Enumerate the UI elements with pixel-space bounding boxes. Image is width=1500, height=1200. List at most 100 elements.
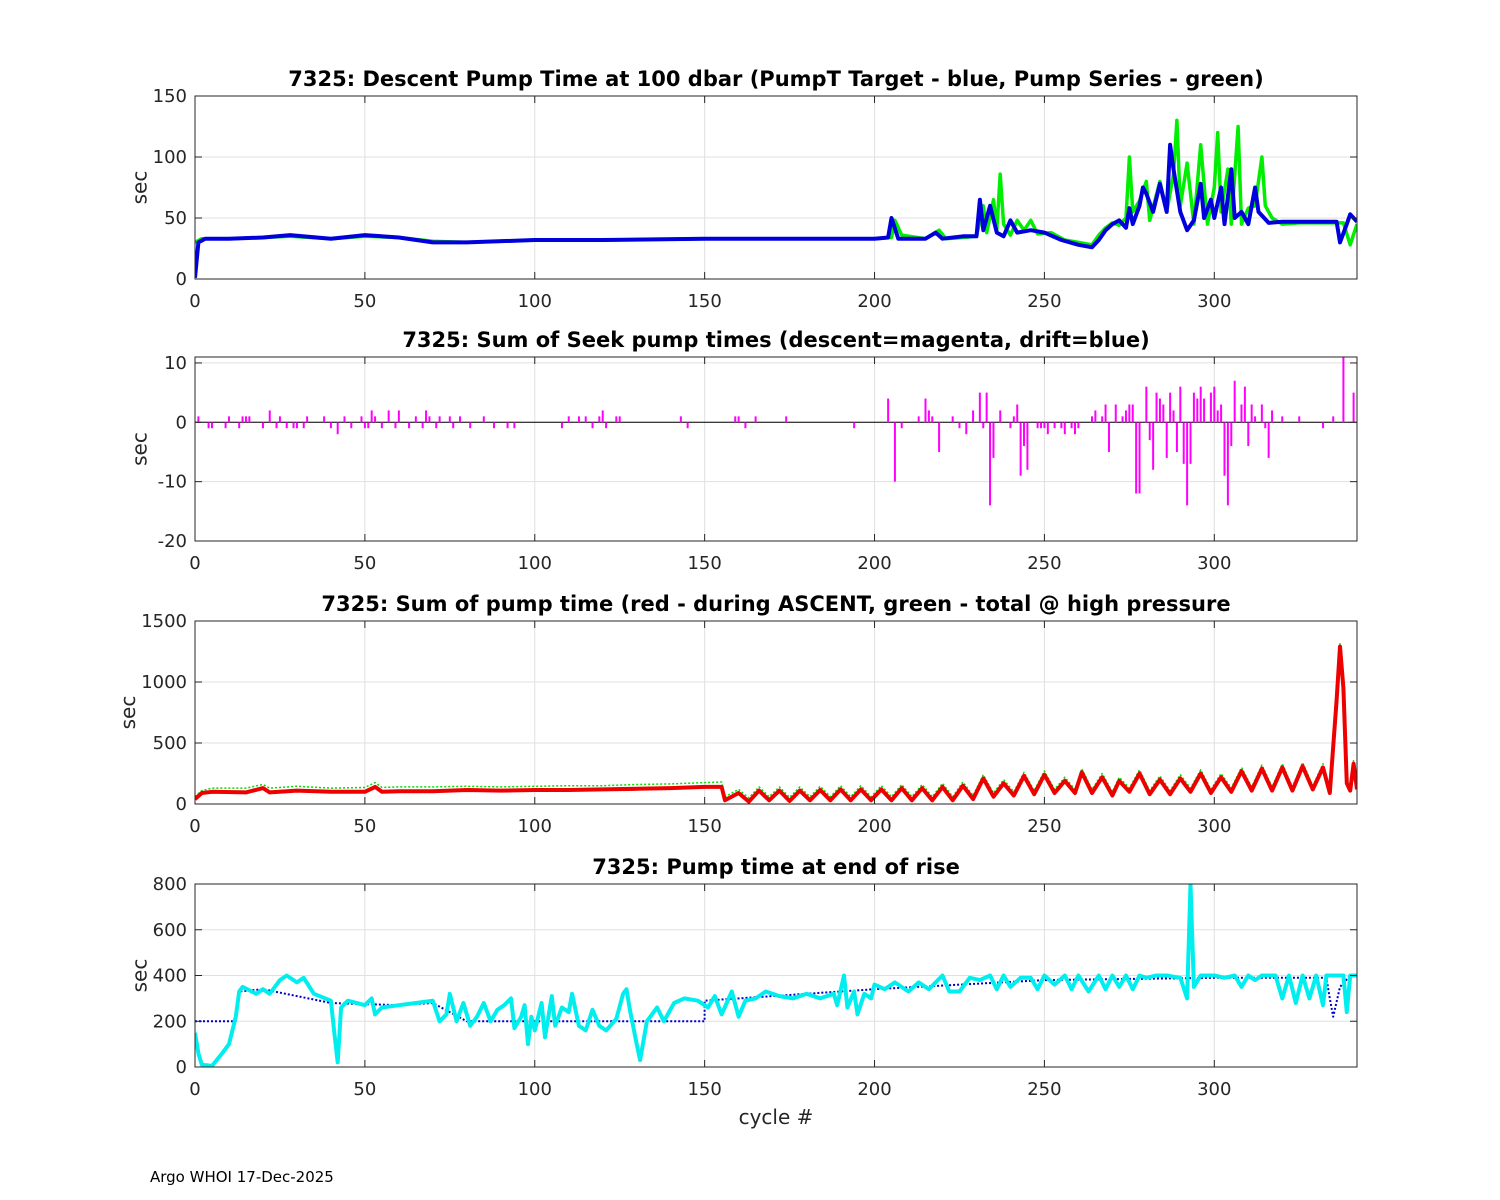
series-line-2: [195, 884, 1357, 1067]
y-axis-label: sec: [128, 432, 152, 466]
y-tick-label: 50: [164, 208, 187, 229]
seek-bar: [244, 416, 247, 423]
seek-bar: [893, 422, 896, 482]
seek-bar: [1332, 416, 1335, 423]
seek-bar: [292, 422, 295, 429]
seek-bar: [323, 416, 326, 423]
seek-bar: [1128, 404, 1131, 423]
chart-title: 7325: Sum of Seek pump times (descent=ma…: [402, 328, 1149, 352]
seek-bar: [1124, 410, 1127, 423]
seek-bar: [605, 422, 608, 429]
seek-bar: [924, 398, 927, 423]
seek-bar: [207, 422, 210, 429]
x-tick-label: 150: [687, 1079, 721, 1100]
x-tick-label: 0: [189, 553, 200, 574]
seek-bar: [985, 392, 988, 423]
seek-bar: [1186, 422, 1189, 506]
x-tick-label: 300: [1197, 553, 1231, 574]
seek-bar: [438, 416, 441, 423]
x-tick-label: 200: [857, 1079, 891, 1100]
chart-title: 7325: Sum of pump time (red - during ASC…: [321, 592, 1230, 616]
y-tick-label: -10: [158, 472, 187, 493]
seek-bar: [1162, 404, 1165, 423]
chart-panel-2: 0 50 100 150 200 250 300 -20 -10 0 10 7325: Sum of …: [128, 328, 1358, 574]
seek-bar: [1172, 410, 1175, 423]
seek-bar: [394, 422, 397, 429]
seek-bar: [1281, 416, 1284, 423]
seek-bar: [506, 422, 509, 429]
seek-bar: [938, 422, 941, 452]
seek-bar: [1012, 416, 1015, 423]
y-tick-label: 0: [176, 269, 187, 290]
seek-bar: [350, 422, 353, 429]
y-tick-label: -20: [158, 531, 187, 552]
seek-bar: [1148, 422, 1151, 441]
seek-bar: [686, 422, 689, 429]
series-line-2: [195, 644, 1357, 804]
seek-bar: [1152, 422, 1155, 470]
seek-bar: [584, 416, 587, 423]
seek-bar: [1179, 386, 1182, 423]
seek-bar: [1135, 422, 1138, 494]
y-tick-label: 800: [153, 874, 187, 895]
seek-bar: [1101, 416, 1104, 423]
x-tick-label: 200: [857, 816, 891, 837]
x-tick-label: 100: [518, 1079, 552, 1100]
seek-bar: [421, 422, 424, 429]
x-tick-label: 250: [1027, 816, 1061, 837]
seek-bar: [591, 422, 594, 429]
seek-bar: [374, 416, 377, 423]
seek-bar: [679, 416, 682, 423]
seek-bar: [414, 416, 417, 423]
seek-bar: [1254, 416, 1257, 423]
seek-bar: [1155, 392, 1158, 423]
seek-bar: [1247, 422, 1250, 447]
series-line-1: [195, 974, 1351, 1023]
seek-bar: [992, 422, 995, 458]
seek-bar: [1230, 422, 1233, 447]
seek-bar: [1182, 422, 1185, 464]
seek-bar: [1352, 392, 1355, 423]
seek-bar: [1233, 380, 1236, 423]
y-tick-label: 100: [153, 147, 187, 168]
seek-bar: [1216, 410, 1219, 423]
seek-bar: [435, 422, 438, 429]
seek-bar: [1240, 404, 1243, 423]
seek-bar: [1298, 416, 1301, 423]
axes-box: [194, 95, 1358, 280]
seek-bar: [425, 410, 428, 423]
x-tick-label: 200: [857, 291, 891, 312]
y-tick-label: 400: [153, 966, 187, 987]
seek-bar: [927, 410, 930, 423]
x-tick-label: 150: [687, 553, 721, 574]
seek-bar: [306, 416, 309, 423]
seek-bar: [380, 422, 383, 429]
seek-bar: [1121, 416, 1124, 423]
x-tick-label: 300: [1197, 1079, 1231, 1100]
seek-bar: [1322, 422, 1325, 429]
seek-bar: [278, 416, 281, 423]
seek-bar: [965, 422, 968, 435]
seek-bar: [1165, 422, 1168, 458]
seek-bar: [1073, 422, 1076, 435]
seek-bar: [567, 416, 570, 423]
seek-bar: [397, 410, 400, 423]
chart-title: 7325: Pump time at end of rise: [592, 855, 960, 879]
seek-bar: [1043, 422, 1046, 429]
y-axis-label: sec: [116, 696, 140, 730]
seek-bar: [370, 410, 373, 423]
x-tick-label: 300: [1197, 816, 1231, 837]
seek-bar: [1192, 392, 1195, 423]
y-tick-label: 150: [153, 86, 187, 107]
seek-bar: [1223, 422, 1226, 476]
y-tick-label: 500: [153, 733, 187, 754]
seek-bar: [1196, 398, 1199, 423]
seek-bar: [1260, 404, 1263, 423]
x-tick-label: 50: [353, 553, 376, 574]
seek-bar: [917, 416, 920, 423]
seek-bar: [285, 422, 288, 429]
plot-area: [195, 884, 1357, 1067]
x-tick-label: 0: [189, 291, 200, 312]
seek-bar: [734, 416, 737, 423]
seek-bar: [1243, 386, 1246, 423]
